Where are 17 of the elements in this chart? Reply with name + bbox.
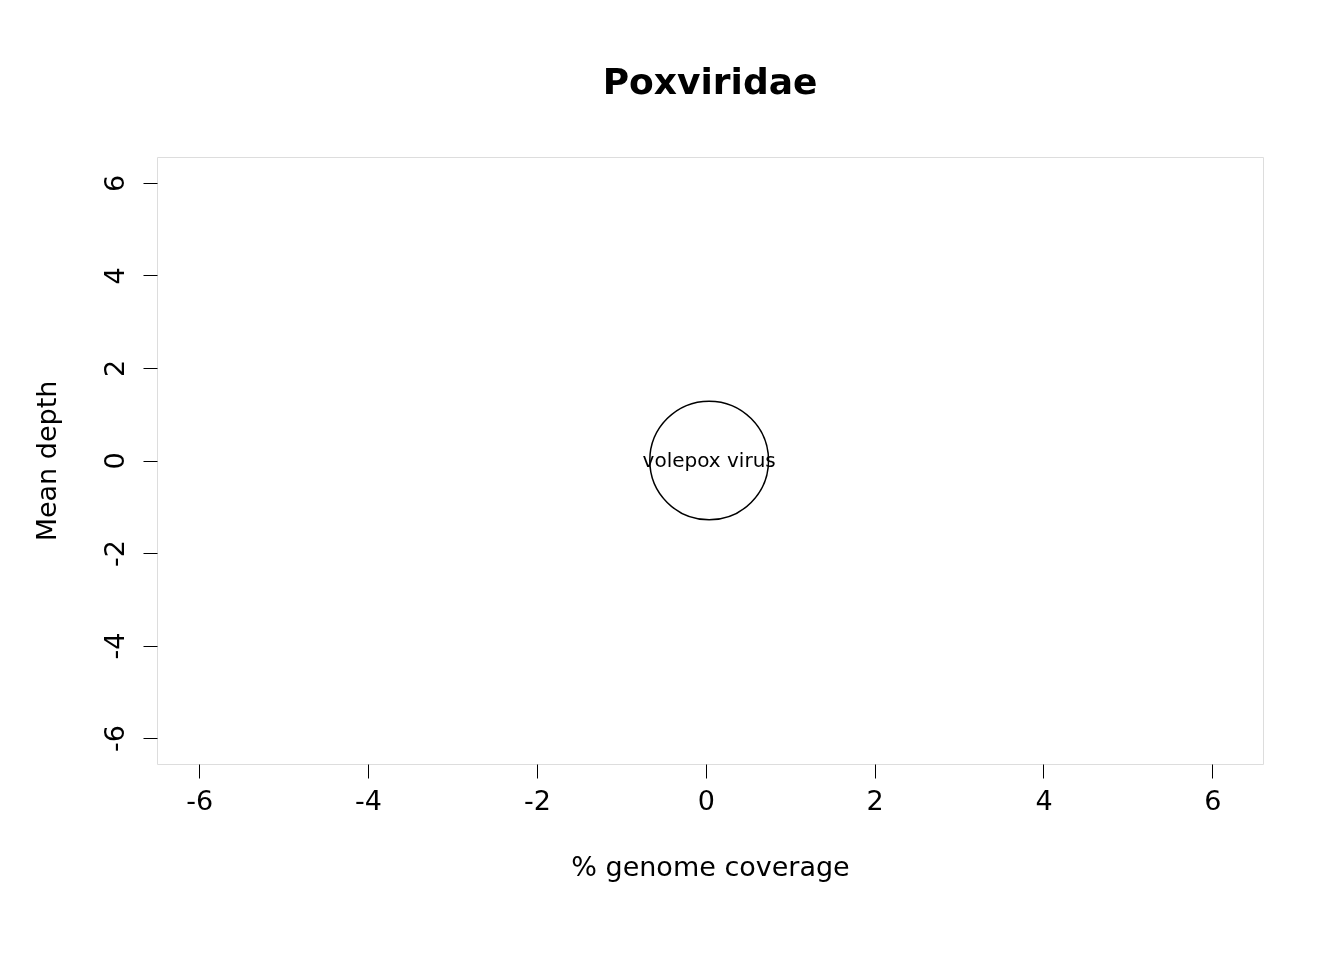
y-tick-label: -6 (98, 725, 130, 753)
x-axis-title: % genome coverage (571, 850, 850, 882)
x-tick-label: -4 (355, 784, 383, 816)
x-tick-label: -6 (186, 784, 214, 816)
y-axis-title: Mean depth (30, 380, 62, 542)
y-tick-label: 0 (98, 452, 130, 470)
y-tick-label: -4 (98, 632, 130, 660)
y-tick-label: 2 (98, 359, 130, 378)
x-tick-label: 6 (1204, 784, 1222, 816)
x-tick-label: 2 (866, 784, 884, 816)
chart-title: Poxviridae (602, 61, 818, 102)
x-tick-label: 4 (1035, 784, 1053, 816)
x-tick-label: -2 (523, 784, 551, 816)
x-tick-label: 0 (697, 784, 715, 816)
y-tick-label: 6 (98, 174, 130, 192)
y-tick-label: 4 (98, 267, 130, 285)
y-tick-label: -2 (98, 540, 130, 567)
